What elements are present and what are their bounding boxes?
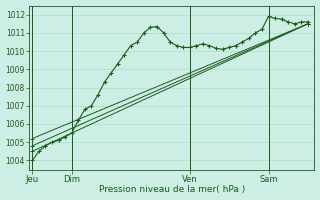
X-axis label: Pression niveau de la mer( hPa ): Pression niveau de la mer( hPa ) <box>99 185 245 194</box>
